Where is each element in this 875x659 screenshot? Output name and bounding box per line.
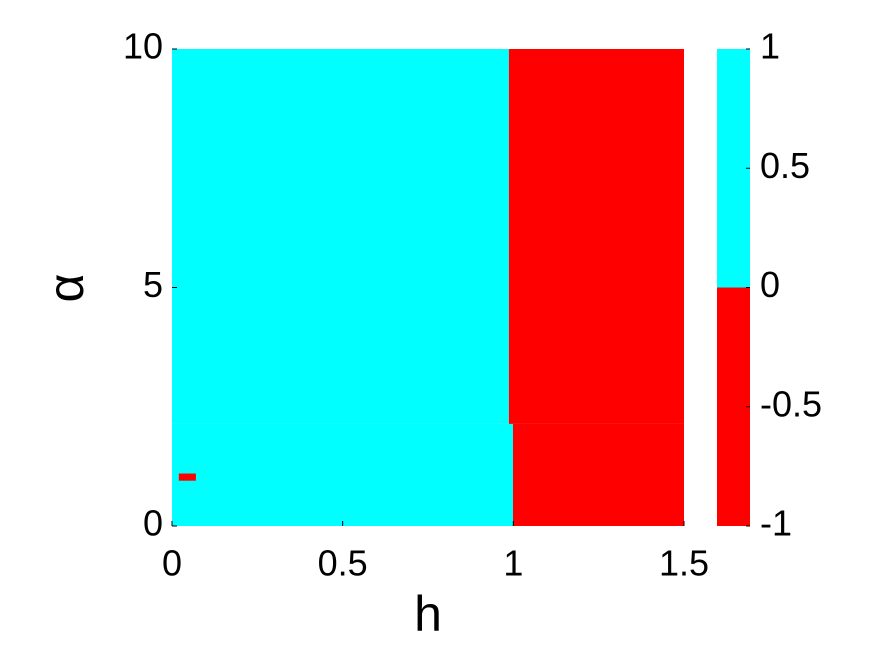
colorbar-segment [717, 49, 750, 288]
colorbar-segment [717, 287, 750, 526]
colorbar-tick-label: 1 [760, 26, 780, 67]
x-axis-label: h [414, 586, 442, 642]
colorbar-tick-label: 0 [760, 264, 780, 305]
y-tick-label: 0 [143, 503, 163, 544]
region [508, 49, 684, 424]
x-tick-label: 0 [162, 543, 182, 584]
x-tick-label: 1.5 [659, 543, 709, 584]
region [512, 423, 684, 526]
colorbar-tick-label: 0.5 [760, 145, 810, 186]
region [172, 49, 509, 424]
y-tick-label: 10 [123, 26, 163, 67]
colorbar-tick-label: -1 [760, 503, 792, 544]
y-axis-label: α [38, 274, 94, 303]
x-tick-label: 1 [503, 543, 523, 584]
y-tick-label: 5 [143, 264, 163, 305]
colorbar-tick-label: -0.5 [760, 383, 822, 424]
x-tick-label: 0.5 [318, 543, 368, 584]
region [172, 423, 513, 526]
region [178, 473, 196, 481]
